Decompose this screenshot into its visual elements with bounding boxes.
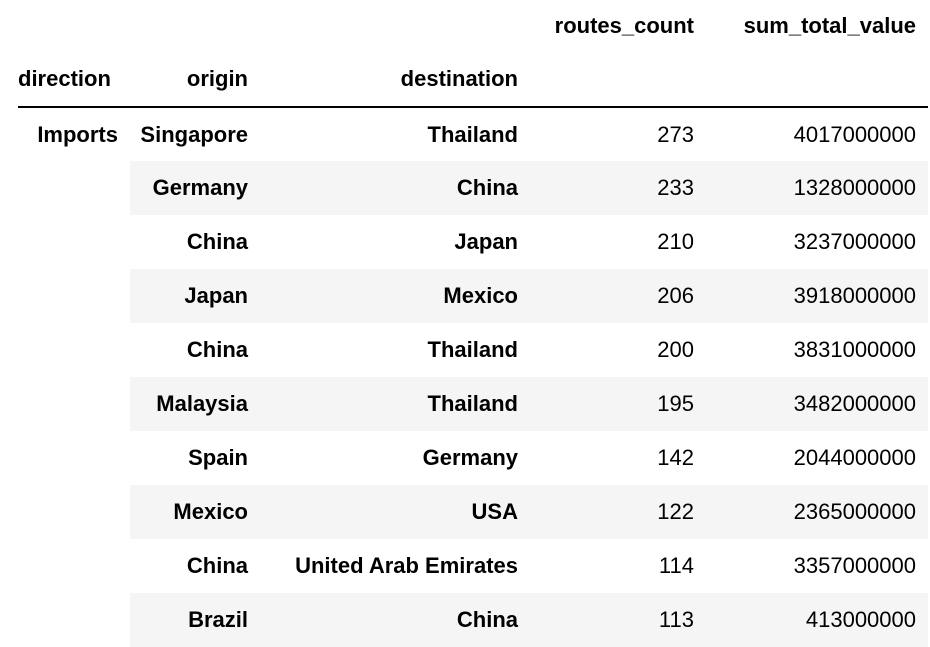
row-index-origin: Spain [188, 445, 248, 470]
row-index-origin: China [186, 229, 248, 254]
cell-routes-count: 122 [530, 485, 706, 539]
column-header-row: routes_count sum_total_value [18, 0, 928, 52]
table-row: Brazil China 113 413000000 [18, 593, 928, 647]
cell-routes-count: 210 [657, 229, 694, 254]
cell-routes-count: 200 [657, 337, 694, 362]
cell-sum-total-value: 3918000000 [706, 269, 928, 323]
table-row: China United Arab Emirates 114 3357000000 [18, 539, 928, 593]
table-row: Japan Mexico 206 3918000000 [18, 269, 928, 323]
header-blank [260, 0, 530, 52]
cell-routes-count: 233 [530, 161, 706, 215]
table-row: Malaysia Thailand 195 3482000000 [18, 377, 928, 431]
header-blank [706, 52, 928, 107]
row-index-destination: China [260, 593, 530, 647]
table-row: Germany China 233 1328000000 [18, 161, 928, 215]
cell-sum-total-value: 3237000000 [793, 229, 916, 254]
table-row: Spain Germany 142 2044000000 [18, 431, 928, 485]
cell-sum-total-value: 2365000000 [706, 485, 928, 539]
row-index-destination: Germany [422, 445, 518, 470]
header-blank [530, 52, 706, 107]
table-row: China Thailand 200 3831000000 [18, 323, 928, 377]
table-row: Imports Singapore Thailand 273 4017000000 [18, 107, 928, 647]
cell-routes-count: 114 [658, 553, 694, 578]
cell-sum-total-value: 3357000000 [793, 553, 916, 578]
cell-sum-total-value: 413000000 [706, 593, 928, 647]
dataframe-output: routes_count sum_total_value direction o… [18, 0, 928, 647]
row-index-origin: Japan [130, 269, 260, 323]
row-index-origin: Singapore [140, 121, 248, 147]
row-index-direction: Imports [18, 107, 130, 647]
cell-routes-count: 142 [657, 445, 694, 470]
row-index-destination: Thailand [260, 377, 530, 431]
cell-sum-total-value: 1328000000 [706, 161, 928, 215]
cell-sum-total-value: 2044000000 [793, 445, 916, 470]
index-name-origin: origin [186, 66, 248, 91]
index-name-direction: direction [18, 66, 111, 91]
index-name-destination: destination [400, 66, 518, 91]
row-index-destination: Thailand [427, 121, 518, 147]
column-header-sum-total-value: sum_total_value [743, 13, 916, 38]
cell-sum-total-value: 3482000000 [706, 377, 928, 431]
row-index-origin: China [186, 553, 248, 578]
header-blank [18, 0, 130, 52]
row-index-destination: United Arab Emirates [295, 553, 518, 578]
table-row: Mexico USA 122 2365000000 [18, 485, 928, 539]
row-index-destination: USA [260, 485, 530, 539]
row-index-destination: Japan [454, 229, 518, 254]
table-row: China Japan 210 3237000000 [18, 215, 928, 269]
row-index-destination: Mexico [260, 269, 530, 323]
table-body: Imports Singapore Thailand 273 4017000000 Ger… [18, 107, 928, 647]
cell-routes-count: 113 [530, 593, 706, 647]
row-index-destination: China [260, 161, 530, 215]
column-header-routes-count: routes_count [554, 13, 694, 38]
cell-routes-count: 206 [530, 269, 706, 323]
cell-routes-count: 273 [657, 121, 694, 147]
row-index-origin: Malaysia [130, 377, 260, 431]
cell-routes-count: 195 [530, 377, 706, 431]
dataframe-table: routes_count sum_total_value direction o… [18, 0, 928, 647]
row-index-origin: China [186, 337, 248, 362]
index-name-row: direction origin destination [18, 52, 928, 107]
table-header: routes_count sum_total_value direction o… [18, 0, 928, 107]
cell-sum-total-value: 4017000000 [793, 121, 916, 147]
row-index-origin: Germany [130, 161, 260, 215]
header-blank [130, 0, 260, 52]
row-index-origin: Brazil [130, 593, 260, 647]
row-index-origin: Mexico [130, 485, 260, 539]
row-index-destination: Thailand [427, 337, 518, 362]
cell-sum-total-value: 3831000000 [793, 337, 916, 362]
